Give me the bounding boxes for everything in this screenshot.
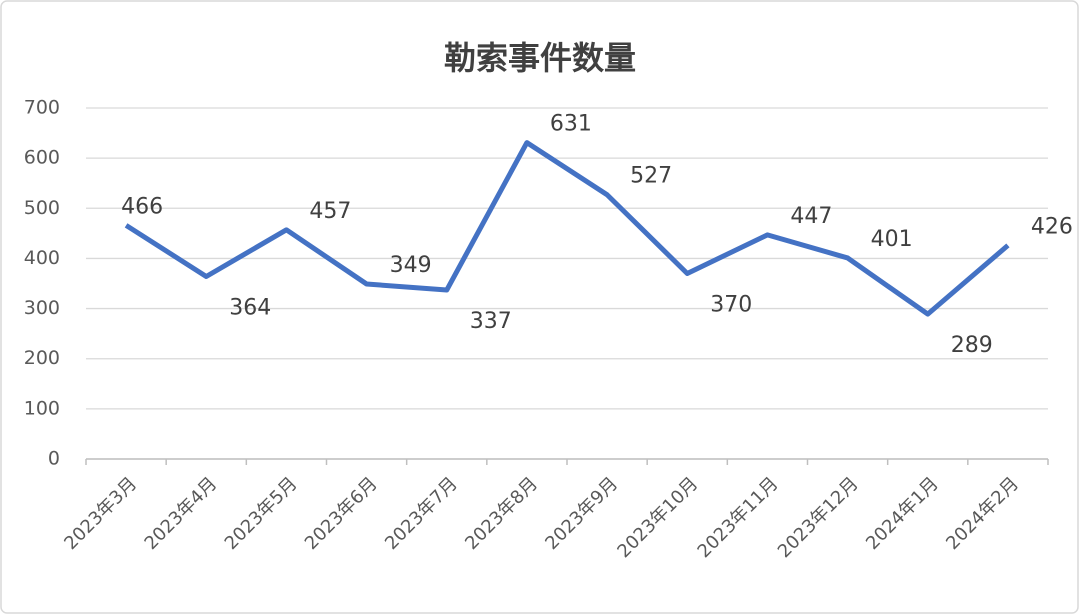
data-label: 631 xyxy=(550,112,592,137)
data-label: 426 xyxy=(1031,214,1073,239)
data-label: 364 xyxy=(229,295,271,320)
data-label: 527 xyxy=(630,164,672,189)
y-tick-label: 100 xyxy=(24,397,60,419)
y-tick-label: 200 xyxy=(24,347,60,369)
data-label: 457 xyxy=(309,199,351,224)
y-tick-label: 700 xyxy=(24,97,60,119)
y-tick-label: 600 xyxy=(24,147,60,169)
y-tick-label: 400 xyxy=(24,247,60,269)
chart-title: 勒索事件数量 xyxy=(444,39,636,77)
data-label: 466 xyxy=(121,194,163,219)
data-label: 337 xyxy=(470,309,512,334)
data-label: 370 xyxy=(710,292,752,317)
data-label: 349 xyxy=(390,253,432,278)
y-tick-label: 0 xyxy=(48,448,60,470)
line-series xyxy=(124,140,1010,317)
data-label: 401 xyxy=(871,227,913,252)
y-tick-label: 500 xyxy=(24,197,60,219)
data-label: 289 xyxy=(951,333,993,358)
data-label: 447 xyxy=(790,204,832,229)
y-tick-label: 300 xyxy=(24,297,60,319)
